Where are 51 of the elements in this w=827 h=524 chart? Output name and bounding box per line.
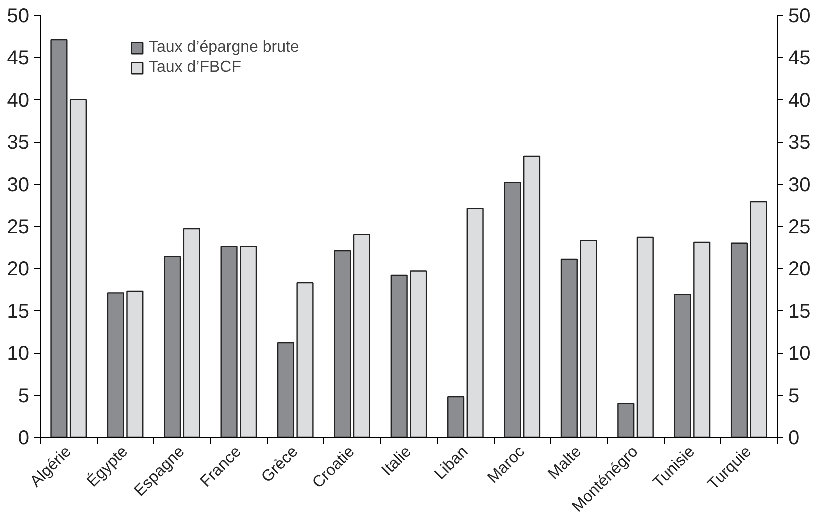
bar [107,292,124,438]
bar [126,290,144,438]
bar [448,396,465,438]
bar [220,246,238,438]
y-tick-label: 0 [18,428,30,450]
y-tick-label: 10 [7,343,30,366]
y2-tick-label: 30 [788,174,811,196]
y2-tick-label: 5 [788,385,800,408]
bar [183,228,200,438]
y-tick-label: 50 [7,6,30,28]
bar [410,270,428,438]
bar [730,242,748,438]
bar [70,99,88,438]
y2-tick-label: 50 [788,6,811,28]
bar [164,256,182,438]
bar [618,403,635,438]
legend-label: Taux d’FBCF [149,59,242,77]
bar [466,208,484,438]
bar [240,246,258,438]
bar [750,201,768,438]
bar [334,250,352,438]
y2-tick-label: 0 [788,428,800,450]
x-tick-label: Italie [379,443,416,480]
y-tick-label: 20 [7,258,30,281]
y2-tick-label: 20 [788,258,811,281]
y2-tick-label: 45 [788,48,811,70]
y-tick-label: 30 [7,174,30,196]
y-tick-label: 5 [18,385,30,408]
bar [636,236,654,438]
y-tick-label: 25 [7,216,30,238]
y-tick-label: 45 [7,48,30,70]
y-tick-label: 35 [7,132,30,154]
legend-label: Taux d’épargne brute [149,39,300,57]
bar [353,234,370,438]
y2-tick-label: 25 [788,216,811,238]
bar [560,258,578,438]
bar [523,156,541,438]
y-tick-label: 15 [7,300,30,323]
bar [390,274,408,438]
bar [277,342,295,438]
bar [674,294,692,438]
y2-tick-label: 35 [788,132,811,154]
bar [50,39,68,438]
y2-tick-label: 40 [788,90,811,112]
bar [580,240,598,438]
bar [694,242,711,438]
y2-tick-label: 10 [788,343,811,366]
bar [504,182,522,438]
bar [296,282,314,438]
y-tick-label: 40 [7,90,30,112]
y2-tick-label: 15 [788,300,811,323]
